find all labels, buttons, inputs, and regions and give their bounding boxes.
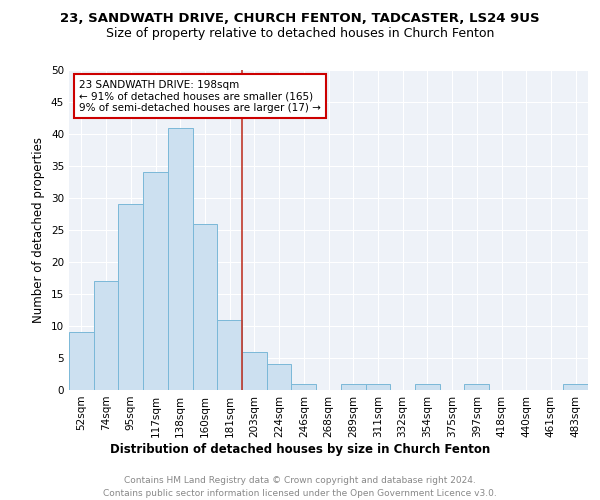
Bar bbox=[341, 384, 365, 390]
Bar bbox=[242, 352, 267, 390]
Bar bbox=[365, 384, 390, 390]
Bar bbox=[143, 172, 168, 390]
Bar bbox=[118, 204, 143, 390]
Bar bbox=[415, 384, 440, 390]
Bar bbox=[217, 320, 242, 390]
Bar bbox=[94, 281, 118, 390]
Bar bbox=[292, 384, 316, 390]
Bar bbox=[69, 332, 94, 390]
Bar bbox=[267, 364, 292, 390]
Bar bbox=[168, 128, 193, 390]
Text: 23 SANDWATH DRIVE: 198sqm
← 91% of detached houses are smaller (165)
9% of semi-: 23 SANDWATH DRIVE: 198sqm ← 91% of detac… bbox=[79, 80, 321, 113]
Text: Distribution of detached houses by size in Church Fenton: Distribution of detached houses by size … bbox=[110, 442, 490, 456]
Bar bbox=[563, 384, 588, 390]
Text: Contains HM Land Registry data © Crown copyright and database right 2024.
Contai: Contains HM Land Registry data © Crown c… bbox=[103, 476, 497, 498]
Text: Size of property relative to detached houses in Church Fenton: Size of property relative to detached ho… bbox=[106, 28, 494, 40]
Bar bbox=[193, 224, 217, 390]
Bar bbox=[464, 384, 489, 390]
Y-axis label: Number of detached properties: Number of detached properties bbox=[32, 137, 46, 323]
Text: 23, SANDWATH DRIVE, CHURCH FENTON, TADCASTER, LS24 9US: 23, SANDWATH DRIVE, CHURCH FENTON, TADCA… bbox=[60, 12, 540, 26]
